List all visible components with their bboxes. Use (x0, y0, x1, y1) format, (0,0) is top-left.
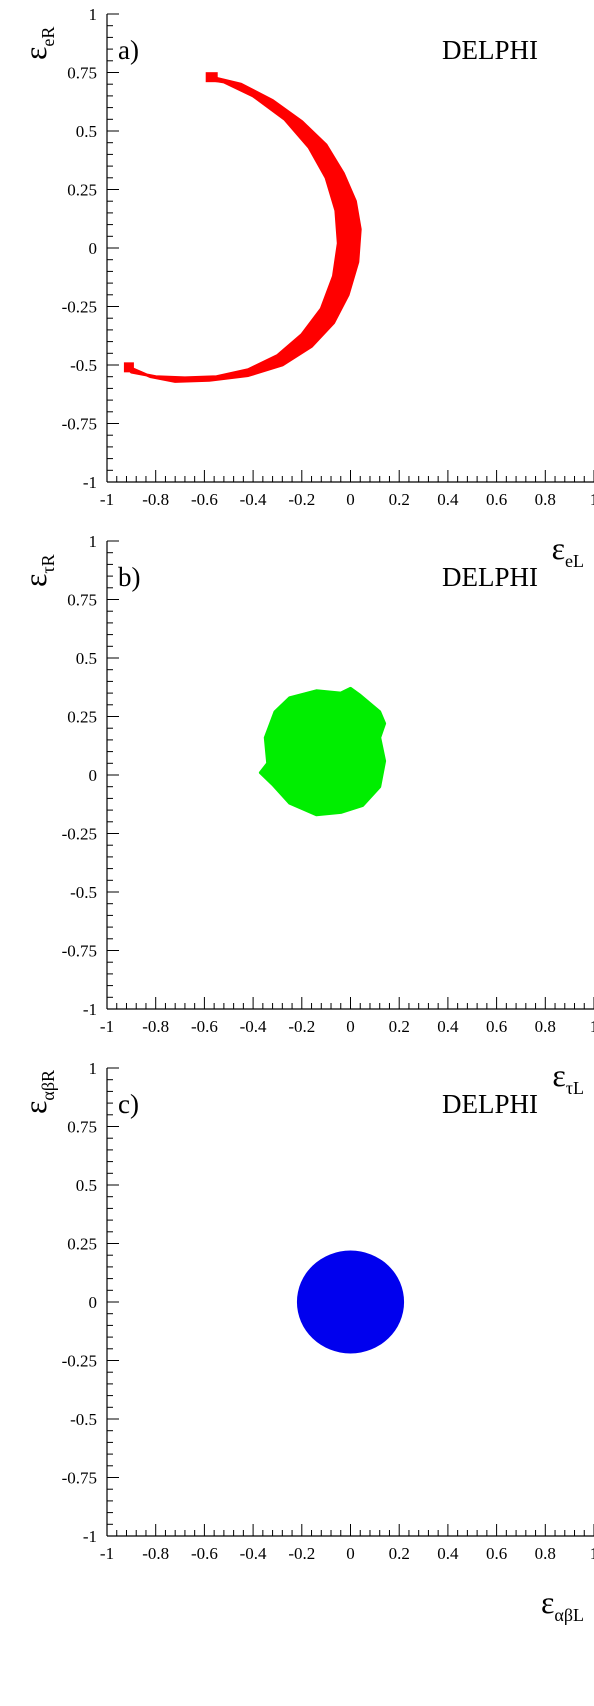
panel-label: c) (118, 1089, 139, 1119)
chart-panel-3: -1 -0.8 -0.6 -0.4 -0.2 0 0.2 0.4 0.6 0.8 1 -1 -0.75 -… (17, 1059, 594, 1625)
x-tick-label: -1 (100, 490, 114, 509)
y-tick-label: 0 (89, 766, 98, 785)
x-tick-label: 0.6 (486, 1017, 507, 1036)
y-tick-label: 0.75 (67, 1118, 97, 1137)
x-tick-label: -0.6 (191, 1017, 218, 1036)
x-tick-label: -0.8 (142, 490, 169, 509)
y-axis-symbol: ε (17, 47, 53, 60)
x-tick-label: 0.6 (486, 490, 507, 509)
y-tick-label: -0.25 (62, 1352, 97, 1371)
y-axis-symbol: ε (17, 574, 53, 587)
x-tick-label: -0.2 (288, 1017, 315, 1036)
x-tick-label: 0.4 (437, 490, 459, 509)
y-tick-label: 0 (89, 1293, 98, 1312)
y-axis-subscript: αβR (38, 1070, 58, 1101)
x-tick-label: 0.4 (437, 1544, 459, 1563)
data-region-0 (258, 686, 387, 817)
y-tick-label: -0.75 (62, 1469, 97, 1488)
y-tick-label: -1 (83, 1000, 97, 1019)
y-tick-label: 1 (89, 532, 98, 551)
y-tick-label: -0.25 (62, 825, 97, 844)
x-tick-label: 1 (590, 1017, 594, 1036)
y-tick-label: -1 (83, 473, 97, 492)
y-tick-label: 0.75 (67, 64, 97, 83)
x-tick-label: -0.4 (240, 490, 267, 509)
x-tick-label: -1 (100, 1544, 114, 1563)
y-tick-label: 0.25 (67, 181, 97, 200)
y-axis-title: ετR (17, 554, 58, 587)
y-tick-label: -0.5 (70, 356, 97, 375)
y-axis-subscript: τR (38, 554, 58, 573)
x-tick-label: -0.8 (142, 1017, 169, 1036)
x-tick-label: 1 (590, 1544, 594, 1563)
y-axis-subscript: eR (38, 27, 58, 47)
x-tick-label: -1 (100, 1017, 114, 1036)
x-tick-label: 0.2 (389, 1017, 410, 1036)
y-tick-label: 0.25 (67, 708, 97, 727)
panel-label: a) (118, 35, 139, 65)
y-tick-label: -0.75 (62, 415, 97, 434)
chart-panel-2: -1 -0.8 -0.6 -0.4 -0.2 0 0.2 0.4 0.6 0.8 1 -1 -0.75 -… (17, 532, 594, 1098)
y-tick-label: -0.25 (62, 298, 97, 317)
x-tick-label: 0.8 (535, 1544, 556, 1563)
x-tick-label: 0.8 (535, 490, 556, 509)
y-tick-label: -0.5 (70, 1410, 97, 1429)
y-axis-title: εeR (17, 27, 58, 60)
experiment-label: DELPHI (442, 562, 538, 592)
x-axis-symbol: ε (541, 1584, 554, 1620)
x-tick-label: -0.4 (240, 1017, 267, 1036)
x-tick-label: -0.4 (240, 1544, 267, 1563)
data-region-0 (127, 75, 362, 383)
y-tick-label: 0.5 (76, 1176, 97, 1195)
x-axis-subscript: τL (566, 1078, 584, 1098)
x-tick-label: -0.8 (142, 1544, 169, 1563)
x-axis-symbol: ε (552, 530, 565, 566)
x-axis-title: ετL (552, 1057, 584, 1098)
data-region-0 (296, 1250, 405, 1354)
y-tick-label: 1 (89, 1059, 98, 1078)
experiment-label: DELPHI (442, 35, 538, 65)
x-tick-label: 0.6 (486, 1544, 507, 1563)
y-axis-title: εαβR (17, 1070, 58, 1114)
x-tick-label: -0.6 (191, 1544, 218, 1563)
x-axis-title: εeL (552, 530, 584, 571)
experiment-label: DELPHI (442, 1089, 538, 1119)
data-point-end-upper (205, 72, 218, 83)
x-tick-label: -0.2 (288, 1544, 315, 1563)
y-tick-label: 1 (89, 5, 98, 24)
y-tick-label: 0 (89, 239, 98, 258)
x-tick-label: -0.2 (288, 490, 315, 509)
y-tick-label: 0.25 (67, 1235, 97, 1254)
x-tick-label: 0 (346, 1544, 355, 1563)
x-tick-label: 1 (590, 490, 594, 509)
x-tick-label: 0 (346, 490, 355, 509)
x-tick-label: 0 (346, 1017, 355, 1036)
y-tick-label: 0.5 (76, 649, 97, 668)
x-tick-label: -0.6 (191, 490, 218, 509)
x-tick-label: 0.2 (389, 1544, 410, 1563)
chart-panel-1: -1 -0.8 -0.6 -0.4 -0.2 0 0.2 0.4 0.6 0.8 1 -1 -0.75 -… (17, 5, 594, 571)
data-point-end-lower (123, 362, 134, 373)
x-tick-label: 0.2 (389, 490, 410, 509)
y-axis-symbol: ε (17, 1101, 53, 1114)
x-tick-label: 0.4 (437, 1017, 459, 1036)
y-tick-label: -0.75 (62, 942, 97, 961)
x-tick-label: 0.8 (535, 1017, 556, 1036)
y-tick-label: 0.75 (67, 591, 97, 610)
x-axis-title: εαβL (541, 1584, 584, 1625)
y-tick-label: 0.5 (76, 122, 97, 141)
x-axis-subscript: αβL (554, 1605, 584, 1625)
y-tick-label: -0.5 (70, 883, 97, 902)
x-axis-subscript: eL (565, 551, 584, 571)
y-tick-label: -1 (83, 1527, 97, 1546)
panel-label: b) (118, 562, 141, 592)
x-axis-symbol: ε (552, 1057, 565, 1093)
